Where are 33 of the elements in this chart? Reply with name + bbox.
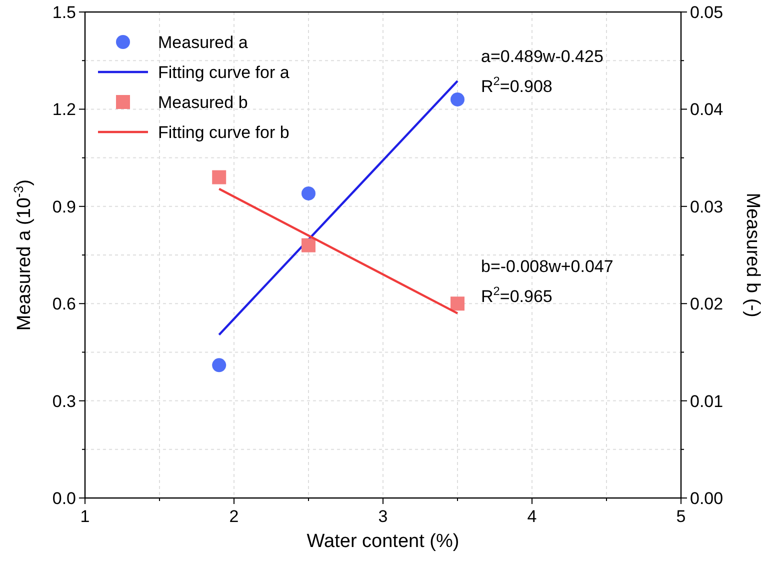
y2-tick-label: 0.05	[690, 3, 724, 22]
y2-tick-label: 0.02	[690, 294, 724, 314]
y2-tick-label: 0.00	[690, 489, 724, 508]
point	[450, 296, 464, 311]
y2-tick-label: 0.01	[690, 392, 724, 411]
legend-label: Fitting curve for b	[158, 123, 290, 142]
x-tick-label: 5	[676, 507, 686, 526]
legend-label: Fitting curve for a	[158, 63, 290, 82]
point	[302, 238, 316, 252]
y-tick-label: 1.5	[52, 3, 76, 22]
annotation: a=0.489w-0.425	[481, 47, 604, 66]
x-tick-label: 3	[378, 507, 388, 526]
y-tick-label: 0.3	[52, 392, 76, 411]
y2-axis-title: Measured b (-)	[742, 192, 761, 318]
legend-label: Measured a	[158, 33, 248, 52]
y-tick-label: 1.2	[52, 100, 76, 120]
annotation: R$^{2}$=0.965	[481, 284, 552, 306]
point	[302, 186, 316, 200]
point	[212, 170, 226, 184]
point	[450, 92, 464, 106]
y2-tick-label: 0.04	[690, 100, 724, 120]
point	[212, 358, 226, 372]
y-tick-label: 0.9	[52, 197, 76, 216]
x-axis-title: Water content (%)	[306, 531, 460, 552]
y2-tick-label: 0.03	[690, 197, 724, 216]
x-tick-label: 4	[527, 507, 537, 526]
legend-label: Measured b	[158, 93, 248, 112]
x-tick-label: 2	[229, 507, 239, 526]
y-tick-label: 0.0	[52, 489, 76, 508]
annotation: R$^{2}$=0.908	[481, 74, 552, 96]
y-tick-label: 0.6	[52, 294, 76, 314]
x-tick-label: 1	[80, 507, 90, 526]
annotation: b=-0.008w+0.047	[481, 257, 614, 276]
